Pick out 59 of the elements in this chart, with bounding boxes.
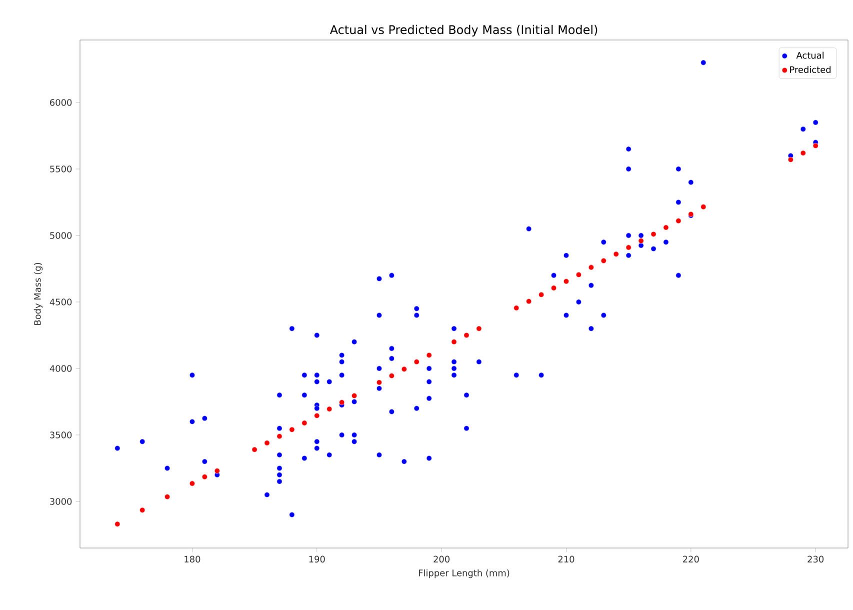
y-tick-label: 5500 — [50, 166, 72, 172]
point — [451, 339, 457, 345]
point — [352, 392, 358, 398]
point — [800, 150, 806, 156]
point — [626, 244, 632, 250]
point — [788, 156, 794, 162]
point — [538, 292, 544, 298]
point — [189, 480, 195, 486]
y-tick-label: 4500 — [50, 298, 72, 306]
y-tick-label: 5000 — [50, 232, 72, 239]
point — [588, 264, 594, 270]
x-axis-title: Flipper Length (mm) — [418, 569, 510, 578]
point — [140, 507, 146, 513]
x-tick-label: 190 — [309, 556, 325, 563]
point — [252, 446, 258, 452]
point — [276, 434, 282, 440]
y-axis-title: Body Mass (g) — [34, 262, 43, 325]
point — [676, 218, 682, 224]
point — [576, 272, 582, 278]
point — [326, 406, 332, 412]
point — [114, 521, 120, 527]
point — [600, 258, 606, 264]
x-tick-label: 210 — [558, 556, 574, 563]
point — [339, 400, 345, 406]
x-tick-label: 200 — [434, 556, 450, 563]
point — [700, 204, 706, 210]
point — [264, 440, 270, 446]
point — [164, 494, 170, 500]
y-tick-label: 3500 — [50, 432, 72, 438]
point — [376, 380, 382, 386]
point — [514, 305, 520, 311]
point — [302, 420, 308, 426]
point — [464, 332, 470, 338]
point — [564, 278, 569, 284]
point — [426, 352, 432, 358]
point — [526, 298, 532, 304]
chart-title: Actual vs Predicted Body Mass (Initial Model) — [330, 24, 598, 36]
y-tick-label: 4000 — [50, 365, 72, 372]
point — [663, 224, 669, 230]
point — [289, 426, 295, 432]
point — [414, 359, 420, 365]
point — [202, 474, 208, 480]
legend-label: Predicted — [790, 66, 830, 74]
x-tick-label: 180 — [184, 556, 200, 563]
point — [650, 231, 656, 237]
point — [638, 238, 644, 244]
x-tick-label: 230 — [808, 556, 824, 563]
point — [812, 142, 818, 148]
point — [214, 468, 220, 474]
point — [401, 366, 407, 372]
point — [613, 251, 619, 257]
point — [314, 412, 320, 418]
point — [551, 285, 557, 291]
y-tick-label: 3000 — [50, 498, 72, 505]
point — [388, 373, 394, 379]
point — [476, 326, 482, 332]
x-tick-label: 220 — [683, 556, 699, 563]
y-tick-label: 6000 — [50, 99, 72, 106]
legend-label: Actual — [796, 52, 824, 59]
